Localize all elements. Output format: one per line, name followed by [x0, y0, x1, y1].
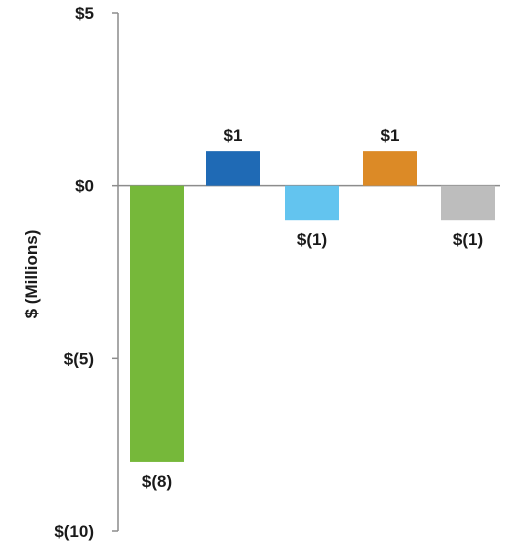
chart-data-labels: $(8) $1 $(1) $1 $(1) — [142, 126, 483, 491]
bar — [441, 185, 495, 221]
y-tick-label: $0 — [75, 177, 94, 196]
y-axis-title: $ (Millions) — [22, 230, 41, 319]
bar — [206, 151, 260, 186]
bar-data-label: $1 — [224, 126, 243, 145]
y-tick-label: $5 — [75, 4, 94, 23]
bar — [130, 185, 184, 462]
bar-data-label: $(8) — [142, 472, 172, 491]
bar-data-label: $(1) — [297, 230, 327, 249]
bar-data-label: $(1) — [453, 230, 483, 249]
chart-bars — [130, 151, 495, 462]
y-tick-label: $(10) — [54, 522, 94, 541]
y-tick-label: $(5) — [64, 349, 94, 368]
bar-data-label: $1 — [381, 126, 400, 145]
bar — [363, 151, 417, 186]
bar — [285, 185, 339, 221]
chart-axes: $5 $0 $(5) $(10) — [54, 4, 500, 541]
